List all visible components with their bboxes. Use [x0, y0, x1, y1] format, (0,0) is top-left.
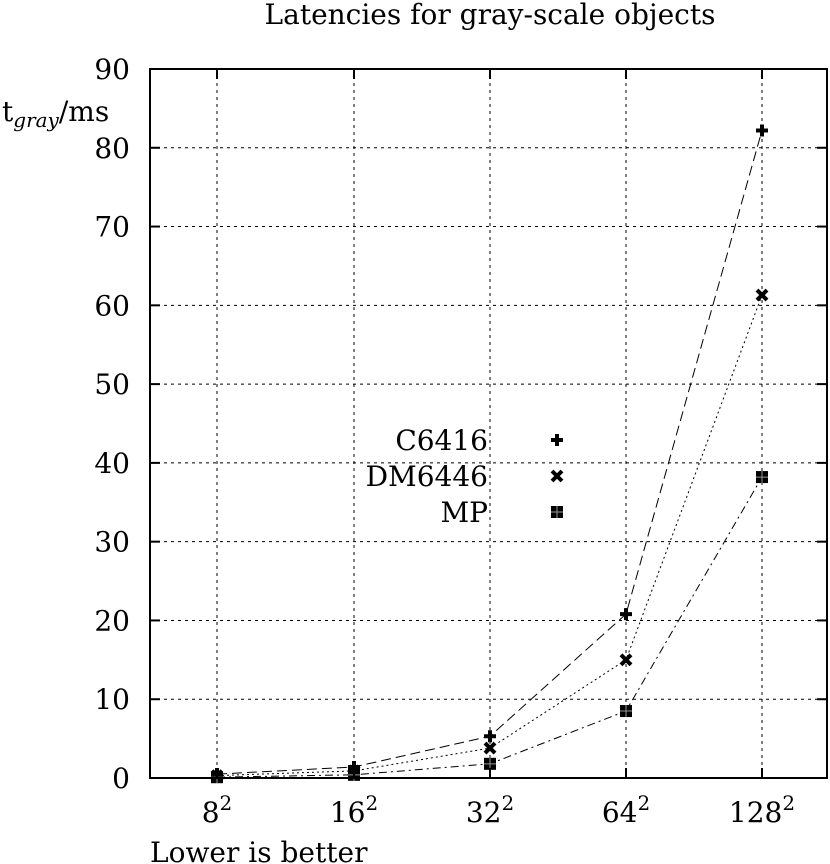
x-tick-label: 322	[466, 791, 514, 829]
y-axis-label-subscript: gray	[13, 108, 59, 132]
chart-title: Latencies for gray-scale objects	[265, 0, 716, 31]
x-tick-label: 82	[202, 791, 233, 829]
legend-marker-mp	[551, 506, 563, 518]
data-point-mp	[620, 705, 632, 718]
legend-label-mp: MP	[440, 496, 488, 529]
y-tick-label: 60	[94, 289, 130, 322]
data-point-c6416	[756, 124, 768, 137]
y-tick-label: 20	[94, 604, 130, 637]
legend-marker-c6416	[551, 434, 563, 446]
x-axis-label: Lower is better	[150, 836, 368, 864]
data-point-dm6446	[619, 653, 633, 667]
y-tick-label: 80	[94, 132, 130, 165]
y-tick-label: 50	[94, 368, 130, 401]
y-axis-label-unit: /ms	[59, 95, 109, 128]
y-tick-label: 90	[94, 53, 130, 86]
grid-lines	[150, 69, 827, 778]
data-point-dm6446	[755, 288, 769, 302]
y-tick-label: 70	[94, 211, 130, 244]
data-point-c6416	[484, 730, 496, 743]
data-point-c6416	[620, 608, 632, 621]
series-line-dm6446	[216, 294, 763, 777]
y-tick-label: 0	[112, 762, 130, 795]
y-tick-label: 40	[94, 447, 130, 480]
x-tick-label: 1282	[729, 791, 795, 829]
legend-label-c6416: C6416	[395, 424, 488, 457]
y-axis-ticks: 0 10 20 30 40 50 60 70 80 90	[94, 53, 827, 795]
x-axis-ticks: 82 162 322 642 1282	[202, 69, 795, 829]
legend-marker-dm6446	[550, 469, 564, 483]
x-tick-label: 642	[602, 791, 650, 829]
data-point-mp	[484, 757, 496, 770]
y-axis-label-base: t	[2, 95, 14, 128]
y-tick-label: 10	[94, 683, 130, 716]
x-tick-label: 162	[330, 791, 378, 829]
legend-label-dm6446: DM6446	[366, 460, 488, 493]
y-tick-label: 30	[94, 526, 130, 559]
data-point-dm6446	[483, 741, 497, 755]
plot-frame	[149, 68, 828, 779]
data-point-mp	[756, 471, 768, 484]
y-axis-label: tgray/ms	[2, 95, 109, 132]
